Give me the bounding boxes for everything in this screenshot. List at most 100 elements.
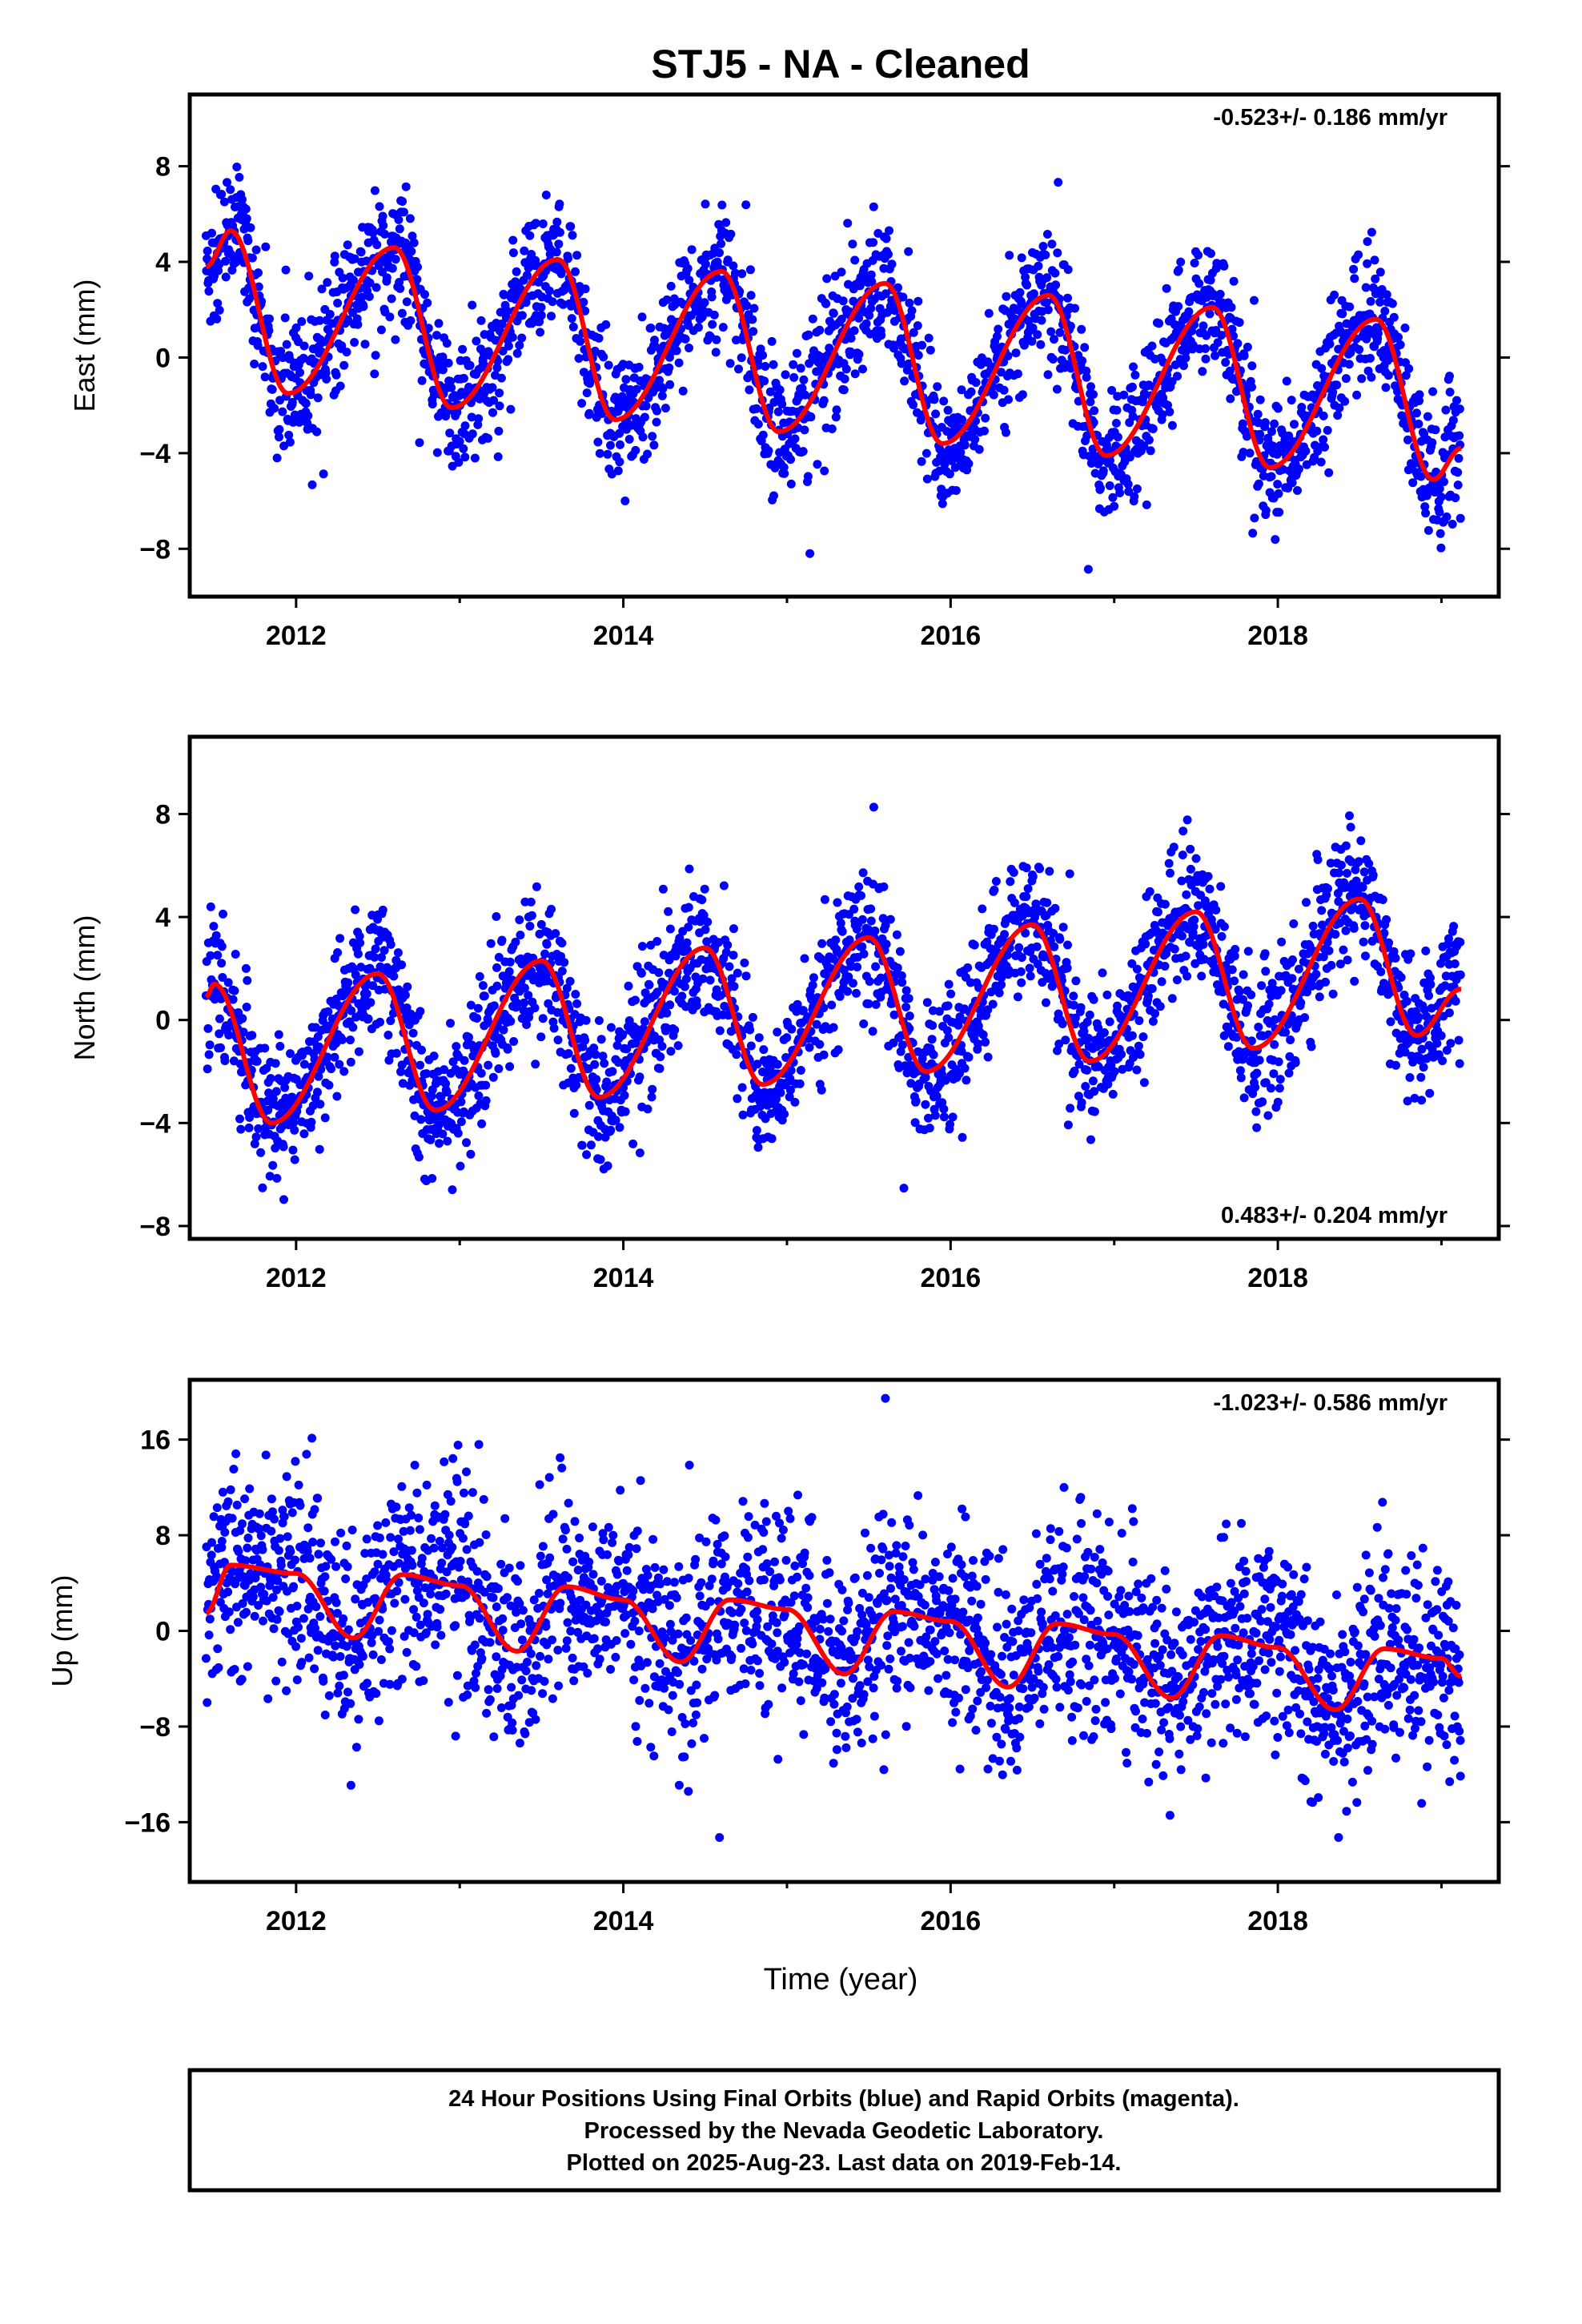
data-point [1223,1042,1233,1051]
data-point [648,432,657,441]
data-point [475,971,484,981]
data-point [878,914,888,923]
data-point [306,390,315,400]
data-point [1235,987,1244,996]
data-point [1387,299,1397,308]
data-point [536,328,545,337]
data-point [505,1062,515,1072]
data-point [237,1675,247,1684]
data-point [1144,436,1154,444]
data-point [1267,1084,1275,1093]
data-point [723,940,733,950]
data-point [698,974,708,983]
data-point [910,1118,920,1128]
data-point [1323,425,1332,435]
data-point [416,1115,426,1124]
data-point [359,302,368,312]
data-point [442,1088,452,1097]
y-axis-label: North (mm) [68,915,101,1061]
data-point [1090,1087,1099,1096]
data-point [1041,250,1050,259]
data-point [1319,411,1328,420]
data-point [849,326,859,336]
data-point [897,359,906,368]
data-point [1082,431,1092,440]
data-point [552,247,561,257]
data-point [837,927,847,936]
data-point [1243,432,1251,441]
data-point [613,466,623,476]
data-point [1402,996,1411,1006]
data-point [453,1128,463,1138]
data-point [460,421,470,431]
data-point [879,882,889,891]
data-point [646,940,656,950]
data-point [1113,432,1122,442]
data-point [488,383,497,392]
data-point [606,1125,616,1135]
data-point [203,1064,212,1074]
data-point [407,247,416,256]
data-point [1022,280,1032,290]
data-point [401,182,411,191]
data-point [258,1183,267,1192]
data-point [1450,959,1460,968]
data-point [576,336,585,346]
data-point [517,1014,527,1023]
data-point [370,186,379,195]
data-point [845,935,854,945]
data-point [1239,351,1249,360]
data-point [1055,935,1065,944]
y-axis-label: East (mm) [68,279,101,412]
data-point [911,1096,921,1106]
data-point [963,963,973,972]
data-point [1069,1000,1078,1010]
data-point [1042,898,1052,907]
data-point [353,949,363,959]
data-point [832,405,841,415]
data-point [280,1083,290,1092]
data-point [1010,898,1019,907]
data-point [1181,353,1191,363]
data-point [541,191,551,199]
data-point [1318,920,1327,930]
data-point [580,1035,590,1045]
data-point [1267,427,1276,436]
data-point [796,1066,805,1075]
data-point [217,1537,227,1546]
data-point [1138,1032,1148,1042]
data-point [1445,388,1455,397]
data-point [1421,946,1431,955]
data-point [729,951,738,960]
data-point [211,931,221,940]
data-point [780,1109,789,1119]
data-point [284,430,294,440]
data-point [303,411,313,420]
data-point [231,1449,241,1458]
data-point [562,983,572,993]
data-point [765,387,775,396]
data-point [1275,508,1284,517]
data-point [276,1561,286,1570]
data-point [492,981,502,991]
data-point [332,1092,342,1101]
data-point [922,998,932,1007]
data-point [1432,1039,1442,1048]
data-point [1400,324,1410,332]
y-tick-label: 4 [155,247,171,278]
data-point [564,1049,573,1058]
data-point [582,1150,592,1160]
data-point [684,923,693,932]
data-point [253,341,263,350]
data-point [1446,1039,1456,1048]
data-point [594,333,604,343]
data-point [1451,493,1460,503]
data-point [637,942,647,951]
data-point [555,227,564,237]
data-point [233,1618,243,1627]
data-point [557,939,567,948]
data-point [252,1056,262,1066]
data-point [1199,939,1208,949]
data-point [1319,435,1328,444]
data-point [1036,340,1046,349]
